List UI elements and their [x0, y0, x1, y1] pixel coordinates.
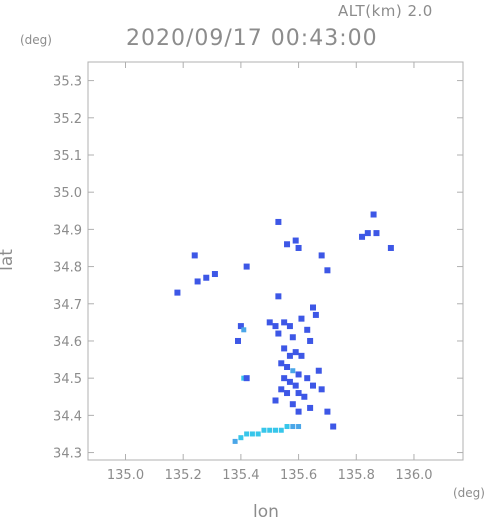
x-tick-label: 135.8 [338, 468, 375, 483]
echo-cell [290, 424, 296, 430]
echo-cell [281, 345, 288, 352]
echo-cell [249, 431, 255, 437]
y-tick-label: 34.5 [53, 372, 82, 387]
echo-cells [174, 211, 394, 444]
echo-cell [174, 289, 181, 296]
echo-cell [318, 252, 325, 259]
timestamp-title: 2020/09/17 00:43:00 [126, 26, 378, 51]
echo-cell [301, 393, 308, 400]
echo-cell [284, 364, 291, 371]
x-axis-label: lon [253, 502, 279, 522]
echo-cell [267, 427, 273, 433]
echo-cell [286, 378, 293, 385]
echo-cell [232, 438, 238, 444]
echo-cell [194, 278, 201, 285]
echo-cell [284, 241, 291, 248]
y-tick-label: 34.4 [53, 409, 82, 424]
echo-cell [296, 424, 302, 430]
echo-cell [307, 404, 314, 411]
echo-cell [295, 390, 302, 397]
x-axis-unit: (deg) [453, 486, 485, 500]
echo-cell [292, 382, 299, 389]
y-tick-label: 34.9 [53, 223, 82, 238]
echo-cell [275, 293, 282, 300]
x-tick-label: 135.0 [107, 468, 144, 483]
echo-cell [315, 367, 322, 374]
y-axis-unit: (deg) [20, 33, 52, 47]
y-tick-label: 35.3 [53, 75, 82, 90]
echo-cell [373, 230, 380, 237]
echo-cell [324, 267, 331, 274]
y-tick-label: 34.6 [53, 335, 82, 350]
x-tick-label: 135.2 [165, 468, 202, 483]
echo-cell [387, 244, 394, 251]
plot-frame [87, 61, 464, 461]
echo-cell [304, 375, 311, 382]
echo-cell [330, 423, 337, 430]
y-tick-label: 35.2 [53, 112, 82, 127]
echo-cell [286, 352, 293, 359]
echo-cell [266, 319, 273, 326]
echo-cell [237, 323, 244, 330]
echo-cell [243, 375, 250, 382]
echo-cell [273, 427, 278, 433]
echo-cell [286, 323, 293, 330]
axis-ticks: 135.0 135.2 135.4 135.6 135.8 136.0 34.3 34.4 34… [53, 62, 463, 483]
echo-cell [211, 271, 218, 278]
echo-cell [298, 352, 305, 359]
echo-cell [307, 337, 314, 344]
echo-cell [275, 218, 282, 225]
x-tick-label: 136.0 [395, 468, 432, 483]
echo-cell [272, 323, 279, 330]
echo-cell [312, 311, 319, 318]
echo-cell [278, 360, 285, 367]
echo-cell [295, 244, 302, 251]
echo-cell [243, 263, 250, 270]
echo-cell [191, 252, 198, 259]
echo-cell [235, 337, 241, 344]
echo-cell [292, 349, 299, 356]
x-tick-label: 135.6 [280, 468, 317, 483]
echo-cell [278, 386, 285, 393]
echo-cell [289, 334, 296, 341]
x-tick-label: 135.4 [222, 468, 259, 483]
y-tick-label: 34.8 [53, 261, 82, 276]
echo-cell [324, 408, 331, 415]
echo-cell [364, 230, 371, 237]
echo-cell [238, 435, 244, 441]
y-tick-label: 35.1 [53, 149, 82, 164]
echo-cell [284, 390, 291, 397]
echo-cell [295, 408, 302, 415]
echo-cell [289, 401, 296, 408]
altitude-label: ALT(km) 2.0 [338, 2, 433, 20]
echo-cell [359, 233, 366, 240]
echo-cell [278, 427, 284, 433]
echo-cell [255, 431, 261, 437]
echo-cell [203, 274, 210, 281]
echo-cell [272, 397, 279, 404]
echo-cell [295, 371, 302, 378]
echo-cell [261, 427, 267, 433]
echo-cell [290, 368, 296, 374]
y-tick-label: 35.0 [53, 186, 82, 201]
echo-cell [241, 327, 247, 333]
echo-cell [281, 375, 288, 382]
echo-cell [310, 382, 316, 389]
echo-cell [281, 319, 288, 326]
echo-cell [284, 424, 290, 430]
y-tick-label: 34.7 [53, 298, 82, 313]
echo-cell [244, 431, 250, 437]
echo-cell [275, 330, 282, 337]
y-tick-label: 34.3 [53, 447, 82, 462]
echo-cell [370, 211, 377, 218]
echo-cell [304, 326, 311, 333]
echo-cell [310, 304, 316, 311]
echo-cell [298, 315, 305, 322]
echo-cell [292, 237, 299, 244]
echo-cell [318, 386, 325, 393]
